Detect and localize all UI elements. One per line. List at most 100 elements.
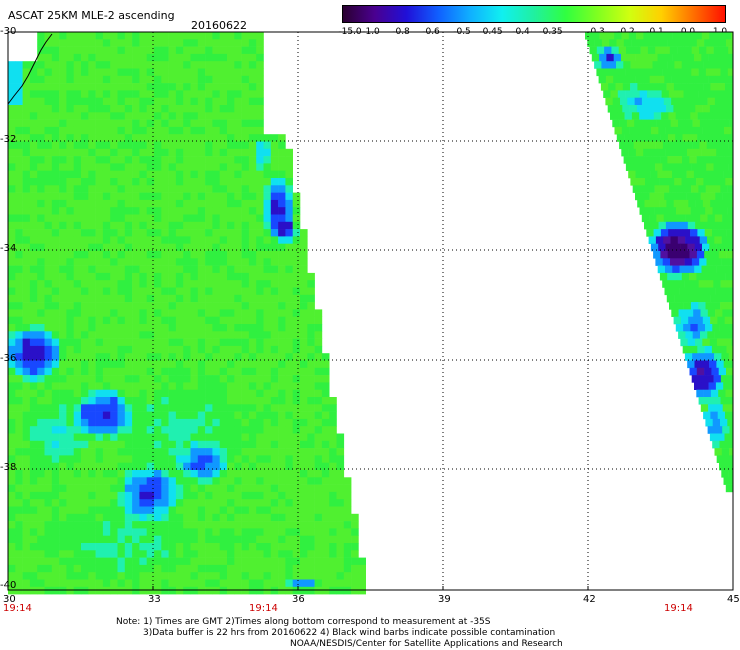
swath-cell [263,484,272,493]
swath-cell [205,375,213,383]
swath-cell [117,360,126,369]
swath-cell [95,433,104,442]
swath-cell [88,207,96,215]
swath-cell [190,126,199,135]
swath-cell [205,564,213,573]
swath-cell [730,287,733,296]
swath-cell [190,426,199,434]
swath-cell [256,535,264,544]
swath-cell [285,550,293,558]
swath-cell [117,418,126,427]
swath-cell [132,251,140,259]
swath-cell [314,564,323,573]
swath-cell [124,287,133,296]
swath-cell [659,199,667,208]
swath-cell [726,345,733,354]
swath-cell [37,550,45,558]
swath-cell [668,207,677,215]
swath-cell [270,243,279,252]
swath-cell [677,46,685,55]
swath-cell [102,243,111,252]
swath-cell [219,564,228,573]
swath-cell [66,280,74,288]
swath-cell [300,543,308,551]
swath-cell [175,440,184,449]
swath-cell [351,528,359,536]
swath-cell [66,148,74,157]
swath-cell [95,185,104,193]
swath-cell [22,404,31,412]
swath-cell [671,75,680,84]
swath-cell [102,178,111,186]
swath-cell [110,418,118,427]
swath-cell [59,477,67,485]
swath-cell [205,221,213,230]
swath-cell [307,360,315,369]
swath-cell [81,579,89,588]
swath-cell [227,550,235,558]
swath-cell [29,90,38,98]
swath-cell [132,243,140,252]
swath-cell [37,506,45,515]
swath-cell [321,353,330,361]
swath-cell [219,418,228,427]
swath-cell [292,251,301,259]
swath-cell [292,535,301,544]
swath-cell [197,141,206,150]
swath-cell [183,214,191,223]
swath-cell [719,345,727,354]
swath-cell [256,68,264,77]
swath-cell [307,477,315,485]
swath-cell [616,61,624,69]
swath-cell [22,324,31,332]
swath-cell [256,528,264,536]
swath-cell [95,572,104,580]
swath-cell [248,148,257,157]
swath-cell [205,477,213,485]
swath-cell [241,75,250,84]
swath-cell [205,345,213,354]
swath-cell [190,389,199,398]
swath-cell [219,214,228,223]
swath-cell [706,353,715,361]
swath-cell [124,418,133,427]
swath-cell [37,535,45,544]
swath-cell [234,440,242,449]
swath-cell [168,360,177,369]
swath-cell [161,148,169,157]
swath-cell [300,287,308,296]
swath-cell [729,214,733,223]
swath-cell [722,309,730,317]
swath-cell [66,564,74,573]
swath-cell [601,61,609,69]
swath-cell [227,572,235,580]
swath-cell [66,513,74,522]
swath-cell [59,185,67,193]
swath-cell [234,68,242,77]
swath-cell [219,375,228,383]
swath-cell [8,382,16,390]
swath-cell [241,251,250,259]
swath-cell [73,579,82,588]
swath-cell [51,119,60,128]
swath-cell [51,163,60,171]
swath-cell [715,53,724,62]
swath-cell [124,302,133,310]
swath-cell [168,221,177,230]
swath-cell [168,32,177,40]
swath-cell [212,46,220,55]
swath-cell [256,170,264,179]
swath-cell [641,119,650,128]
swath-cell [73,397,82,405]
swath-cell [698,280,707,288]
swath-cell [183,105,191,113]
swath-cell [183,309,191,317]
swath-cell [22,68,31,77]
swath-cell [81,68,89,77]
swath-cell [248,564,257,573]
swath-cell [132,550,140,558]
swath-cell [248,448,257,456]
swath-cell [727,280,733,288]
swath-cell [132,309,140,317]
swath-cell [270,272,279,281]
